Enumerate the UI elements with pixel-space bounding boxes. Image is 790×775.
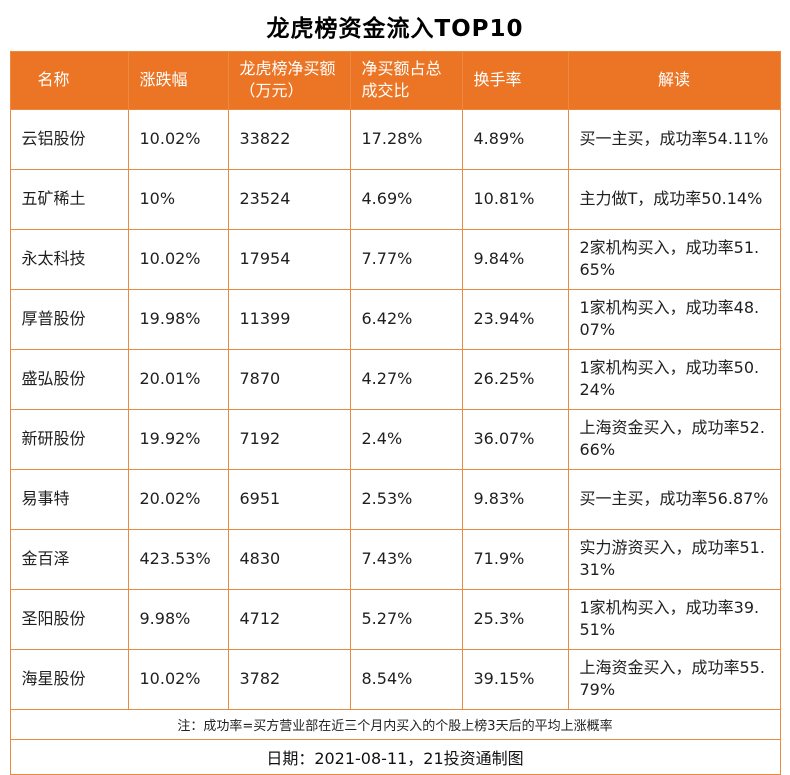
net-buy: 3782 bbox=[227, 648, 351, 710]
header-net-buy: 龙虎榜净买额（万元） bbox=[227, 51, 351, 110]
lhb-table: 名称 涨跌幅 龙虎榜净买额（万元） 净买额占总成交比 换手率 解读 云铝股份 1… bbox=[9, 51, 781, 775]
net-buy: 7870 bbox=[227, 348, 351, 410]
interpretation: 买一主买，成功率56.87% bbox=[567, 468, 781, 530]
change-pct: 10.02% bbox=[127, 648, 229, 710]
table-row: 新研股份 19.92% 7192 2.4% 36.07% 上海资金买入，成功率5… bbox=[9, 408, 781, 470]
net-buy: 17954 bbox=[227, 228, 351, 290]
turnover: 36.07% bbox=[461, 408, 569, 470]
stock-name: 金百泽 bbox=[9, 528, 129, 590]
net-buy-ratio: 2.53% bbox=[349, 468, 463, 530]
net-buy-ratio: 6.42% bbox=[349, 288, 463, 350]
stock-name: 易事特 bbox=[9, 468, 129, 530]
net-buy-ratio: 17.28% bbox=[349, 108, 463, 170]
header-row: 名称 涨跌幅 龙虎榜净买额（万元） 净买额占总成交比 换手率 解读 bbox=[9, 51, 781, 110]
stock-name: 永太科技 bbox=[9, 228, 129, 290]
net-buy-ratio: 7.43% bbox=[349, 528, 463, 590]
table-row: 五矿稀土 10% 23524 4.69% 10.81% 主力做T，成功率50.1… bbox=[9, 168, 781, 230]
net-buy: 6951 bbox=[227, 468, 351, 530]
net-buy: 33822 bbox=[227, 108, 351, 170]
net-buy: 23524 bbox=[227, 168, 351, 230]
table-row: 云铝股份 10.02% 33822 17.28% 4.89% 买一主买，成功率5… bbox=[9, 108, 781, 170]
change-pct: 20.02% bbox=[127, 468, 229, 530]
net-buy-ratio: 4.27% bbox=[349, 348, 463, 410]
interpretation: 1家机构买入，成功率39.51% bbox=[567, 588, 781, 650]
header-change-pct: 涨跌幅 bbox=[127, 51, 229, 110]
turnover: 39.15% bbox=[461, 648, 569, 710]
net-buy-ratio: 2.4% bbox=[349, 408, 463, 470]
table-row: 盛弘股份 20.01% 7870 4.27% 26.25% 1家机构买入，成功率… bbox=[9, 348, 781, 410]
change-pct: 10.02% bbox=[127, 228, 229, 290]
change-pct: 20.01% bbox=[127, 348, 229, 410]
net-buy: 7192 bbox=[227, 408, 351, 470]
interpretation: 实力游资买入，成功率51.31% bbox=[567, 528, 781, 590]
success-rate-note: 注：成功率=买方营业部在近三个月内买入的个股上榜3天后的平均上涨概率 bbox=[9, 708, 781, 740]
change-pct: 10% bbox=[127, 168, 229, 230]
table-row: 永太科技 10.02% 17954 7.77% 9.84% 2家机构买入，成功率… bbox=[9, 228, 781, 290]
interpretation: 1家机构买入，成功率50.24% bbox=[567, 348, 781, 410]
table-row: 圣阳股份 9.98% 4712 5.27% 25.3% 1家机构买入，成功率39… bbox=[9, 588, 781, 650]
header-name: 名称 bbox=[9, 51, 129, 110]
stock-name: 厚普股份 bbox=[9, 288, 129, 350]
interpretation: 主力做T，成功率50.14% bbox=[567, 168, 781, 230]
table-row: 金百泽 423.53% 4830 7.43% 71.9% 实力游资买入，成功率5… bbox=[9, 528, 781, 590]
net-buy: 4712 bbox=[227, 588, 351, 650]
net-buy-ratio: 7.77% bbox=[349, 228, 463, 290]
net-buy-ratio: 8.54% bbox=[349, 648, 463, 710]
turnover: 10.81% bbox=[461, 168, 569, 230]
net-buy: 11399 bbox=[227, 288, 351, 350]
header-net-buy-ratio: 净买额占总成交比 bbox=[349, 51, 463, 110]
turnover: 9.84% bbox=[461, 228, 569, 290]
change-pct: 10.02% bbox=[127, 108, 229, 170]
stock-name: 盛弘股份 bbox=[9, 348, 129, 410]
footnote-row: 注：成功率=买方营业部在近三个月内买入的个股上榜3天后的平均上涨概率 bbox=[9, 708, 781, 740]
turnover: 23.94% bbox=[461, 288, 569, 350]
stock-name: 新研股份 bbox=[9, 408, 129, 470]
interpretation: 上海资金买入，成功率55.79% bbox=[567, 648, 781, 710]
stock-name: 五矿稀土 bbox=[9, 168, 129, 230]
interpretation: 2家机构买入，成功率51.65% bbox=[567, 228, 781, 290]
interpretation: 买一主买，成功率54.11% bbox=[567, 108, 781, 170]
page-title: 龙虎榜资金流入TOP10 bbox=[266, 16, 524, 42]
header-turnover: 换手率 bbox=[461, 51, 569, 110]
turnover: 71.9% bbox=[461, 528, 569, 590]
turnover: 4.89% bbox=[461, 108, 569, 170]
date-row: 日期：2021-08-11，21投资通制图 bbox=[9, 738, 781, 775]
table-row: 厚普股份 19.98% 11399 6.42% 23.94% 1家机构买入，成功… bbox=[9, 288, 781, 350]
table-row: 海星股份 10.02% 3782 8.54% 39.15% 上海资金买入，成功率… bbox=[9, 648, 781, 710]
net-buy-ratio: 4.69% bbox=[349, 168, 463, 230]
stock-name: 云铝股份 bbox=[9, 108, 129, 170]
net-buy-ratio: 5.27% bbox=[349, 588, 463, 650]
date-credit: 日期：2021-08-11，21投资通制图 bbox=[9, 738, 781, 775]
change-pct: 9.98% bbox=[127, 588, 229, 650]
interpretation: 上海资金买入，成功率52.66% bbox=[567, 408, 781, 470]
table-row: 易事特 20.02% 6951 2.53% 9.83% 买一主买，成功率56.8… bbox=[9, 468, 781, 530]
change-pct: 19.92% bbox=[127, 408, 229, 470]
interpretation: 1家机构买入，成功率48.07% bbox=[567, 288, 781, 350]
net-buy: 4830 bbox=[227, 528, 351, 590]
header-interpretation: 解读 bbox=[567, 51, 781, 110]
change-pct: 423.53% bbox=[127, 528, 229, 590]
turnover: 25.3% bbox=[461, 588, 569, 650]
turnover: 26.25% bbox=[461, 348, 569, 410]
stock-name: 海星股份 bbox=[9, 648, 129, 710]
change-pct: 19.98% bbox=[127, 288, 229, 350]
turnover: 9.83% bbox=[461, 468, 569, 530]
stock-name: 圣阳股份 bbox=[9, 588, 129, 650]
